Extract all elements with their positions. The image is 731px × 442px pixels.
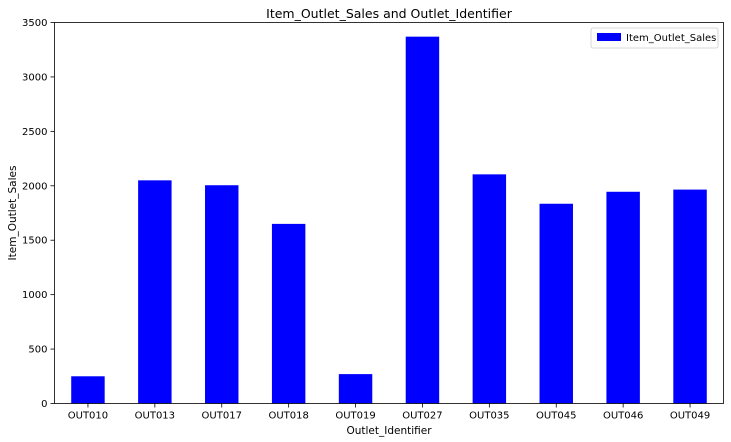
bar-out046 (606, 191, 640, 404)
x-tick-label: OUT010 (68, 411, 108, 422)
y-tick-label: 1000 (22, 290, 47, 301)
chart-title: Item_Outlet_Sales and Outlet_Identifier (266, 6, 513, 21)
x-axis-ticks: OUT010 OUT013 OUT017 OUT018 OUT019 OUT027 OUT0… (68, 403, 710, 422)
x-axis-label: Outlet_Identifier (346, 425, 432, 437)
legend-label: Item_Outlet_Sales (626, 33, 716, 44)
bar-out035 (472, 174, 507, 404)
bar-out018 (271, 223, 306, 404)
y-axis-ticks: 0 500 1000 1500 2000 2500 3000 3500 (22, 18, 55, 410)
bar-out049 (673, 189, 707, 404)
x-tick-label: OUT045 (536, 411, 576, 422)
bar-out027 (405, 36, 440, 404)
legend-swatch (597, 33, 621, 41)
bar-series (71, 36, 707, 404)
plot-frame (54, 22, 724, 404)
y-tick-label: 1500 (22, 236, 47, 247)
x-tick-label: OUT017 (202, 411, 242, 422)
x-tick-label: OUT049 (670, 411, 710, 422)
x-tick-label: OUT035 (469, 411, 509, 422)
y-axis-label: Item_Outlet_Sales (7, 166, 19, 261)
bar-out045 (539, 203, 573, 404)
y-tick-label: 3500 (22, 18, 47, 29)
bar-out017 (205, 185, 239, 404)
x-tick-label: OUT018 (268, 411, 308, 422)
y-tick-label: 2000 (22, 181, 47, 192)
legend: Item_Outlet_Sales (590, 27, 719, 49)
bar-out013 (138, 180, 172, 404)
x-tick-label: OUT013 (135, 411, 175, 422)
x-tick-label: OUT027 (402, 411, 442, 422)
bar-out010 (71, 376, 105, 404)
x-tick-label: OUT046 (603, 411, 643, 422)
legend-box (590, 27, 719, 49)
y-tick-label: 3000 (22, 72, 47, 83)
y-tick-label: 2500 (22, 127, 47, 138)
y-tick-label: 0 (41, 399, 47, 410)
x-tick-label: OUT019 (335, 411, 375, 422)
y-tick-label: 500 (28, 345, 47, 356)
bar-out019 (338, 374, 373, 404)
